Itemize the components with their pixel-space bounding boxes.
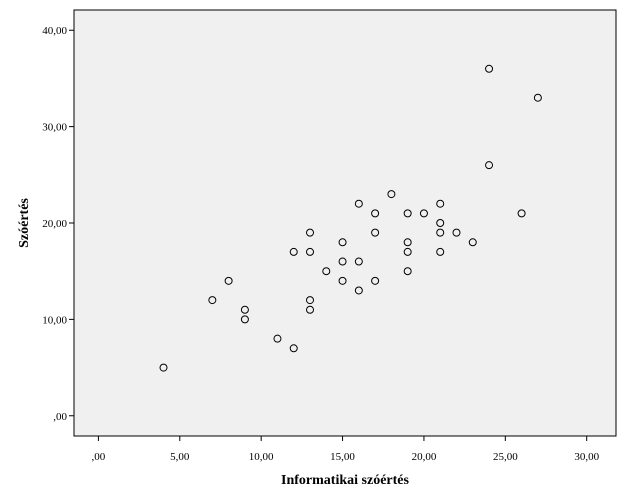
data-point xyxy=(338,257,347,266)
data-point xyxy=(224,276,233,285)
x-tick-label: 20,00 xyxy=(412,451,437,463)
data-point xyxy=(371,276,380,285)
data-point xyxy=(306,247,315,256)
data-point xyxy=(338,276,347,285)
data-point xyxy=(159,363,168,372)
data-point xyxy=(387,190,396,199)
data-point xyxy=(436,199,445,208)
data-point xyxy=(485,161,494,170)
data-point xyxy=(403,247,412,256)
data-point xyxy=(436,247,445,256)
x-tick-label: 30,00 xyxy=(574,451,599,463)
data-point xyxy=(289,247,298,256)
data-point xyxy=(436,228,445,237)
data-points xyxy=(159,64,542,372)
data-point xyxy=(452,228,461,237)
y-tick-label: ,00 xyxy=(53,411,67,423)
plot-area xyxy=(73,9,617,437)
data-point xyxy=(371,209,380,218)
data-point xyxy=(354,257,363,266)
x-axis-title: Informatikai szóértés xyxy=(281,473,409,488)
x-tick-label: 5,00 xyxy=(170,451,190,463)
y-tick-label: 30,00 xyxy=(42,122,67,134)
x-axis: ,00 5,00 10,00 15,00 20,00 25,00 30,00 xyxy=(92,436,600,463)
x-tick-label: 10,00 xyxy=(249,451,274,463)
data-point xyxy=(306,228,315,237)
data-point xyxy=(240,315,249,324)
data-point xyxy=(419,209,428,218)
data-point xyxy=(240,305,249,314)
y-tick-label: 20,00 xyxy=(42,218,67,230)
data-point xyxy=(517,209,526,218)
x-tick-label: 15,00 xyxy=(330,451,355,463)
data-point xyxy=(306,296,315,305)
data-point xyxy=(485,64,494,73)
y-axis-title: Szóértés xyxy=(17,198,32,248)
data-point xyxy=(354,199,363,208)
data-point xyxy=(354,286,363,295)
y-axis: ,00 10,00 20,00 30,00 40,00 xyxy=(42,25,74,423)
data-point xyxy=(273,334,282,343)
data-point xyxy=(208,296,217,305)
data-point xyxy=(468,238,477,247)
x-tick-label: 25,00 xyxy=(493,451,518,463)
data-point xyxy=(403,209,412,218)
data-point xyxy=(436,219,445,227)
data-point xyxy=(338,238,347,247)
y-tick-label: 10,00 xyxy=(42,314,67,326)
data-point xyxy=(322,267,331,276)
data-point xyxy=(371,228,380,237)
data-point xyxy=(306,305,315,314)
data-point xyxy=(289,344,298,353)
data-point xyxy=(403,238,412,247)
data-point xyxy=(403,267,412,276)
data-point xyxy=(533,93,542,102)
x-tick-label: ,00 xyxy=(92,451,106,463)
y-tick-label: 40,00 xyxy=(42,25,67,37)
